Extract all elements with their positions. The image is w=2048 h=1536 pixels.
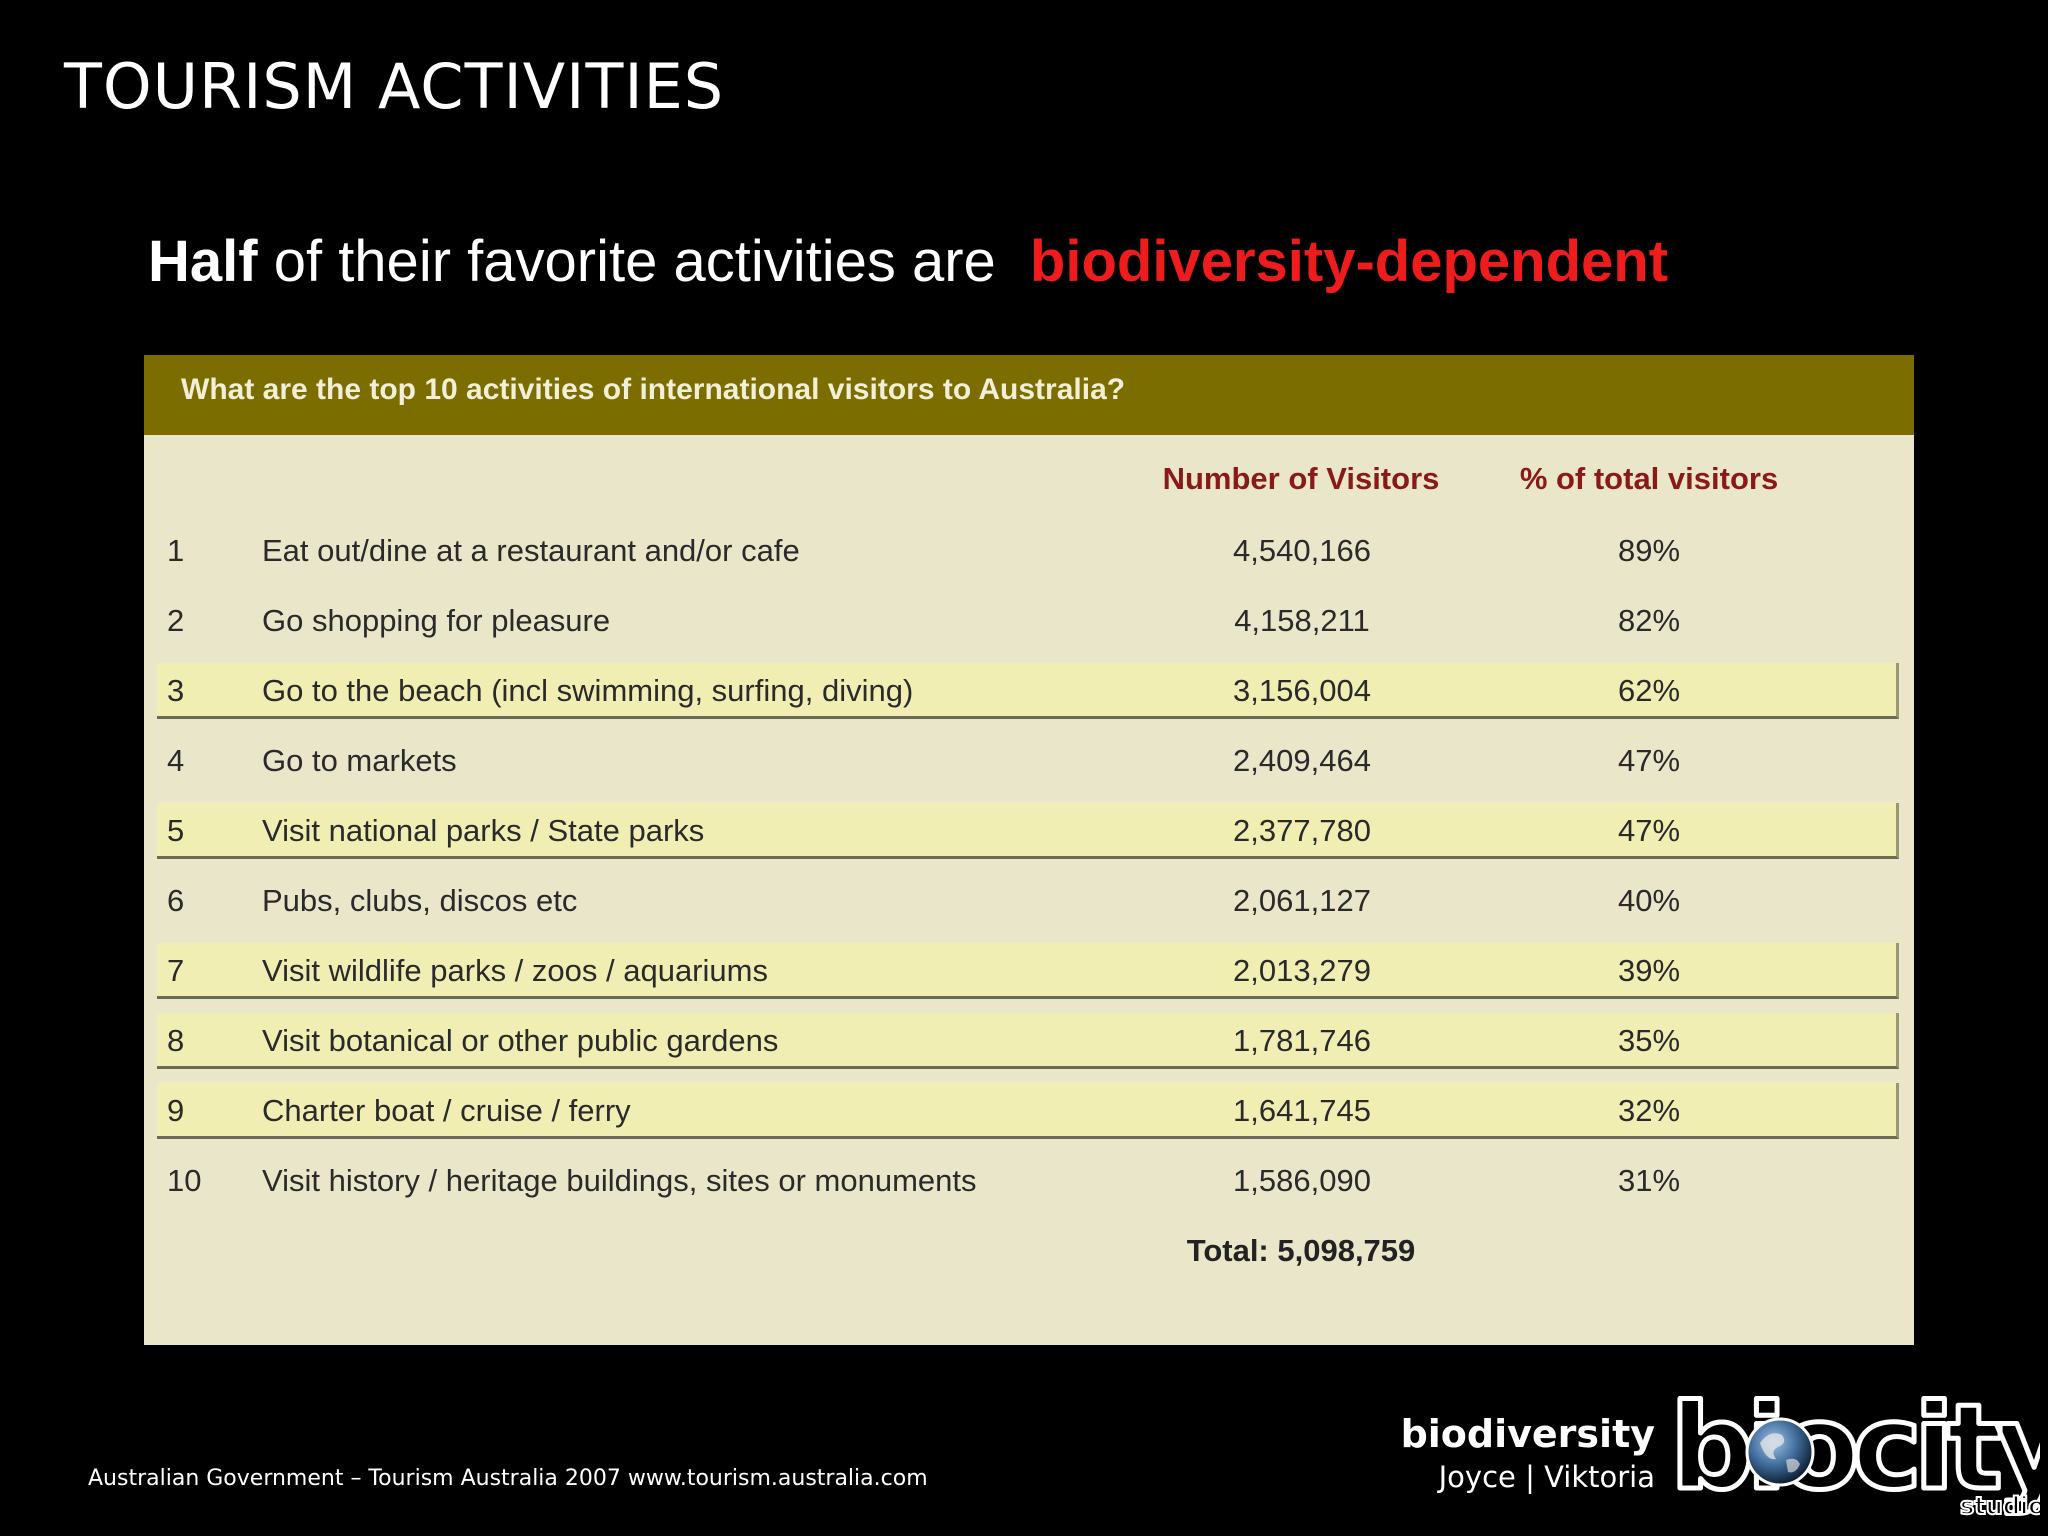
row-visitors: 4,540,166 xyxy=(1233,533,1371,568)
row-activity: Pubs, clubs, discos etc xyxy=(262,883,578,918)
row-rank: 2 xyxy=(167,603,185,638)
row-percent: 40% xyxy=(1617,883,1681,918)
slide-subtitle: Half of their favorite activities are bi… xyxy=(148,228,1668,295)
logo-studio-text: studio xyxy=(1960,1492,2040,1518)
row-activity: Go shopping for pleasure xyxy=(262,603,611,638)
subtitle-text: of their favorite activities are xyxy=(273,229,996,294)
row-percent: 89% xyxy=(1617,533,1681,568)
row-percent: 47% xyxy=(1617,743,1681,778)
row-visitors: 2,061,127 xyxy=(1233,883,1371,918)
row-rank: 9 xyxy=(167,1093,185,1128)
row-rank: 5 xyxy=(167,813,185,848)
row-percent: 32% xyxy=(1617,1093,1681,1128)
subtitle-highlight: biodiversity-dependent xyxy=(1029,229,1669,294)
row-visitors: 1,586,090 xyxy=(1233,1163,1371,1198)
column-header-percent: % of total visitors xyxy=(1519,461,1779,496)
row-activity: Eat out/dine at a restaurant and/or cafe xyxy=(262,533,800,568)
row-percent: 47% xyxy=(1617,813,1681,848)
row-activity: Visit history / heritage buildings, site… xyxy=(262,1163,977,1198)
source-citation: Australian Government – Tourism Australi… xyxy=(88,1466,928,1491)
table-row: 10 Visit history / heritage buildings, s… xyxy=(157,1153,1899,1209)
brand-name: biodiversity xyxy=(1400,1412,1655,1456)
brand-block: biodiversity Joyce | Viktoria xyxy=(1401,1412,1655,1494)
row-activity: Go to the beach (incl swimming, surfing,… xyxy=(262,673,914,708)
logo-wordmark: biocity xyxy=(1670,1388,2040,1516)
table-question: What are the top 10 activities of intern… xyxy=(181,373,1126,406)
row-rank: 3 xyxy=(167,673,185,708)
row-percent: 82% xyxy=(1617,603,1681,638)
row-percent: 35% xyxy=(1617,1023,1681,1058)
row-rank: 6 xyxy=(167,883,185,918)
table-row: 4 Go to markets 2,409,464 47% xyxy=(157,733,1899,789)
table-total: Total: 5,098,759 xyxy=(1186,1233,1416,1268)
table-row: 6 Pubs, clubs, discos etc 2,061,127 40% xyxy=(157,873,1899,929)
row-visitors: 4,158,211 xyxy=(1234,603,1370,638)
row-visitors: 2,013,279 xyxy=(1233,953,1371,988)
row-percent: 62% xyxy=(1617,673,1681,708)
row-rank: 1 xyxy=(167,533,185,568)
table-row-highlighted: 8 Visit botanical or other public garden… xyxy=(157,1013,1899,1069)
table-row: 1 Eat out/dine at a restaurant and/or ca… xyxy=(157,523,1899,579)
table-row-highlighted: 5 Visit national parks / State parks 2,3… xyxy=(157,803,1899,859)
column-header-visitors: Number of Visitors xyxy=(1162,461,1440,496)
subtitle-emphasis: Half xyxy=(148,229,258,294)
row-activity: Visit wildlife parks / zoos / aquariums xyxy=(262,953,768,988)
row-rank: 10 xyxy=(167,1163,202,1198)
row-activity: Charter boat / cruise / ferry xyxy=(262,1093,631,1128)
row-visitors: 2,409,464 xyxy=(1233,743,1371,778)
row-rank: 8 xyxy=(167,1023,185,1058)
table-row: 2 Go shopping for pleasure 4,158,211 82% xyxy=(157,593,1899,649)
table-row-highlighted: 7 Visit wildlife parks / zoos / aquarium… xyxy=(157,943,1899,999)
row-percent: 39% xyxy=(1617,953,1681,988)
table-row-highlighted: 3 Go to the beach (incl swimming, surfin… xyxy=(157,663,1899,719)
row-rank: 4 xyxy=(167,743,185,778)
row-visitors: 3,156,004 xyxy=(1233,673,1371,708)
slide-title: TOURISM ACTIVITIES xyxy=(64,50,725,123)
row-activity: Visit national parks / State parks xyxy=(262,813,705,848)
row-visitors: 1,641,745 xyxy=(1233,1093,1371,1128)
biocity-logo: biocity studio xyxy=(1668,1388,2040,1518)
table-row-highlighted: 9 Charter boat / cruise / ferry 1,641,74… xyxy=(157,1083,1899,1139)
row-visitors: 2,377,780 xyxy=(1233,813,1371,848)
row-rank: 7 xyxy=(167,953,185,988)
activities-table: What are the top 10 activities of intern… xyxy=(144,355,1914,1345)
row-activity: Visit botanical or other public gardens xyxy=(262,1023,779,1058)
brand-authors: Joyce | Viktoria xyxy=(1438,1460,1655,1494)
row-activity: Go to markets xyxy=(262,743,457,778)
earth-globe-icon xyxy=(1745,1417,1815,1487)
row-percent: 31% xyxy=(1617,1163,1681,1198)
row-visitors: 1,781,746 xyxy=(1233,1023,1371,1058)
table-header-bar: What are the top 10 activities of intern… xyxy=(144,355,1914,435)
